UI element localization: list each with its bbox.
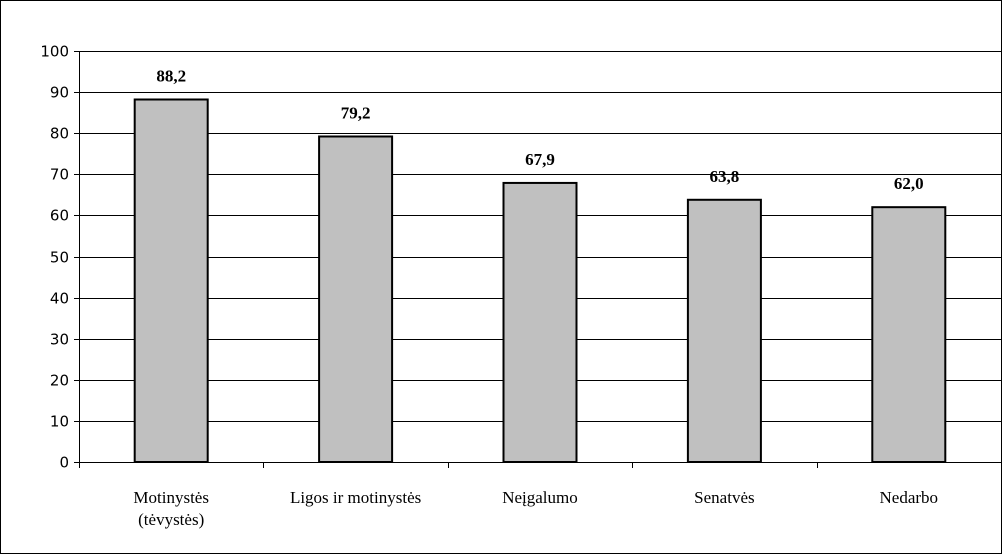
y-tick-label: 20 — [50, 372, 69, 390]
y-tick-label: 10 — [50, 413, 69, 431]
data-label: 88,2 — [156, 66, 186, 85]
data-label: 63,8 — [710, 167, 740, 186]
gridlines — [79, 51, 1001, 422]
y-tick-label: 40 — [50, 290, 69, 308]
bar-2 — [502, 181, 578, 463]
y-tick-label: 50 — [50, 249, 69, 267]
y-tick-label: 80 — [50, 125, 69, 143]
y-tick-label: 70 — [50, 166, 69, 184]
data-label: 79,2 — [341, 103, 371, 122]
y-tick-label: 60 — [50, 207, 69, 225]
x-tick-label: Motinystės — [133, 488, 209, 507]
x-tick-label: (tėvystės) — [138, 510, 204, 529]
data-label: 62,0 — [894, 174, 924, 193]
axes: 0 10 20 30 40 50 60 70 80 90 100 — [40, 43, 1002, 472]
y-tick-label: 90 — [50, 84, 69, 102]
labels: 88,2 Motinystės (tėvystės) 79,2 Ligos ir mot… — [133, 66, 938, 529]
bar-1 — [318, 135, 394, 463]
x-tick-label: Neįgalumo — [502, 488, 578, 507]
x-tick-label: Senatvės — [694, 488, 754, 507]
x-tick-label: Nedarbo — [880, 488, 939, 507]
bar-4 — [871, 206, 947, 463]
data-label: 67,9 — [525, 150, 555, 169]
bar-0 — [133, 98, 209, 464]
bar-3 — [686, 198, 762, 463]
x-tick-label: Ligos ir motinystės — [290, 488, 421, 507]
y-tick-label: 100 — [40, 43, 69, 61]
y-tick-label: 0 — [59, 454, 69, 472]
y-tick-label: 30 — [50, 331, 69, 349]
